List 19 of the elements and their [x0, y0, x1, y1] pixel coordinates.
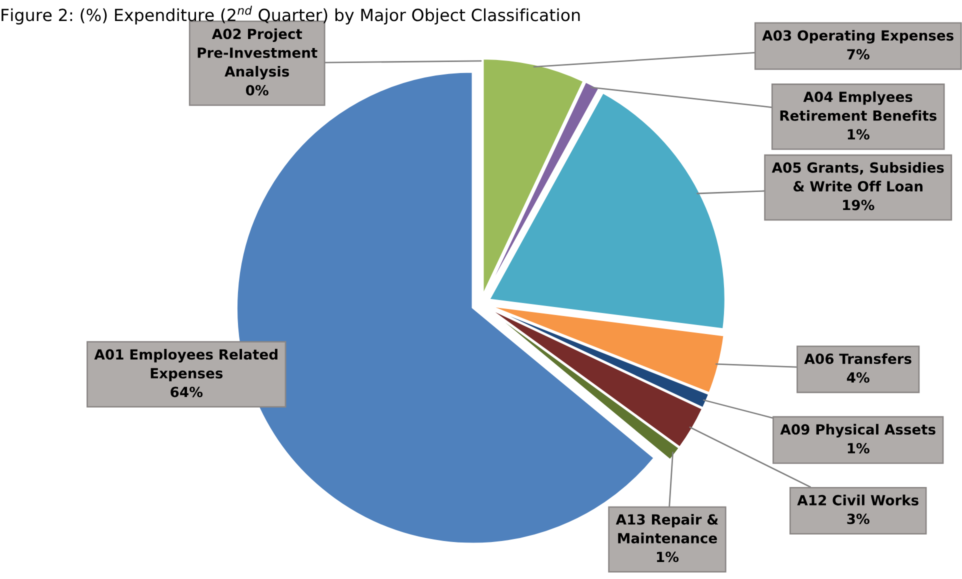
slice-label: A09 Physical Assets: [780, 424, 936, 438]
slice-label: A12 Civil Works: [797, 494, 918, 506]
slice-label: A06 Transfers: [804, 353, 912, 364]
data-label: 64%: [170, 386, 203, 398]
data-label: 1%: [657, 552, 679, 562]
data-label: 19%: [843, 200, 874, 210]
data-label: 1%: [848, 443, 870, 454]
text: 0%: [246, 85, 268, 96]
slice-label: A01 Employees Related Expenses: [94, 348, 278, 382]
slice-label: A05 Grants, Subsidies & Write Off Loan: [772, 162, 944, 192]
slice-label: A04 Emplyees Retirement Benefits: [780, 91, 936, 121]
data-label: 1%: [848, 129, 870, 140]
data-label: 3%: [847, 514, 870, 524]
data-label: 4%: [846, 372, 870, 383]
category-label: A02 Project Pre-Investment Analysis: [198, 28, 318, 80]
slice-label: A03 Operating Expenses: [762, 30, 954, 44]
slice-label: A13 Repair & Maintenance: [616, 514, 718, 544]
data-label: 7%: [847, 49, 870, 60]
chart-title: Figure 2: (%) Expenditure (2$^{nd}$ Quarter) by Major Object Classification: [2, 6, 580, 24]
